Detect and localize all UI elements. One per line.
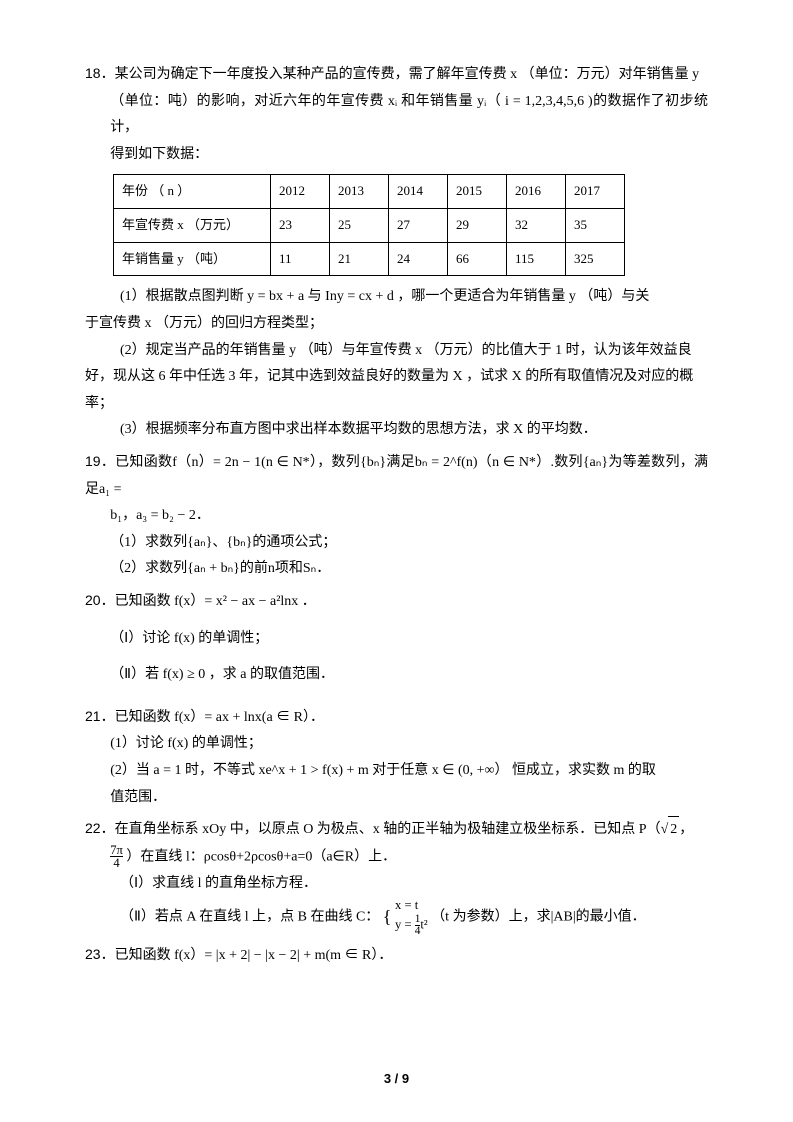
table-cell: 21 (330, 242, 389, 276)
question-22: 22．在直角坐标系 xOy 中，以原点 O 为极点、x 轴的正半轴为极轴建立极坐… (85, 815, 708, 937)
left-brace: { (383, 907, 392, 927)
sqrt-expr: 2 (661, 816, 680, 844)
q22-line-2: 7π4 ）在直线 l：ρcosθ+2ρcosθ+a=0（a∈R）上． (85, 844, 708, 871)
q22-p2b: （t 为参数）上，求|AB|的最小值． (431, 909, 645, 924)
page-container: 18．某公司为确定下一年度投入某种产品的宣传费，需了解年宣传费 x （单位：万元… (0, 0, 793, 1122)
table-cell: 24 (389, 242, 448, 276)
q18-intro-3: 得到如下数据： (85, 142, 708, 169)
q18-line-1: 18．某公司为确定下一年度投入某种产品的宣传费，需了解年宣传费 x （单位：万元… (85, 60, 708, 89)
q22-l1a: 在直角坐标系 xOy 中，以原点 O 为极点、x 轴的正半轴为极轴建立极坐标系．… (115, 822, 661, 837)
table-cell: 年份 （ n ） (114, 175, 271, 209)
q22-number: 22． (85, 820, 115, 836)
piece-1: x = t (395, 897, 428, 913)
frac-den: 4 (110, 856, 123, 870)
question-19: 19．已知函数f（n）= 2n − 1(n ∈ N*），数列{bₙ}满足bₙ =… (85, 448, 708, 583)
q21-number: 21． (85, 708, 115, 724)
q20-p2: （Ⅱ）若 f(x) ≥ 0 ，求 a 的取值范围． (85, 662, 708, 689)
question-20: 20．已知函数 f(x）= x² − ax − a²lnx ． （Ⅰ）讨论 f(… (85, 587, 708, 689)
q23-l1: 已知函数 f(x）= |x + 2| − |x − 2| + m(m ∈ R）． (115, 948, 393, 963)
question-18: 18．某公司为确定下一年度投入某种产品的宣传费，需了解年宣传费 x （单位：万元… (85, 60, 708, 444)
q20-p1: （Ⅰ）讨论 f(x) 的单调性； (85, 626, 708, 653)
table-cell: 23 (271, 209, 330, 243)
q20-number: 20． (85, 592, 115, 608)
q23-number: 23． (85, 946, 115, 962)
q18-part3: (3）根据频率分布直方图中求出样本数据平均数的思想方法，求 X 的平均数． (85, 417, 708, 444)
table-cell: 年销售量 y （吨） (114, 242, 271, 276)
page-number: 3 / 9 (0, 1067, 793, 1092)
question-23: 23．已知函数 f(x）= |x + 2| − |x − 2| + m(m ∈ … (85, 941, 708, 970)
table-cell: 35 (566, 209, 625, 243)
q20-l1: 已知函数 f(x）= x² − ax − a²lnx ． (115, 594, 316, 609)
table-row: 年销售量 y （吨） 11 21 24 66 115 325 (114, 242, 625, 276)
spacer (85, 616, 708, 626)
q18-number: 18． (85, 65, 115, 81)
spacer (85, 693, 708, 703)
q18-part2-l2: 好，现从这 6 年中任选 3 年，记其中选到效益良好的数量为 X ，试求 X 的… (85, 364, 708, 391)
spacer (85, 652, 708, 662)
table-cell: 25 (330, 209, 389, 243)
q19-l2: b₁，a₃ = b₂ − 2． (85, 503, 708, 530)
q22-line-1: 22．在直角坐标系 xOy 中，以原点 O 为极点、x 轴的正半轴为极轴建立极坐… (85, 815, 708, 844)
q18-part1-l1: (1）根据散点图判断 y = bx + a 与 Iny = cx + d ，哪一… (85, 284, 708, 311)
q21-line-1: 21．已知函数 f(x）= ax + lnx(a ∈ R）． (85, 703, 708, 732)
q21-p2-l1: (2）当 a = 1 时，不等式 xe^x + 1 > f(x) + m 对于任… (85, 758, 708, 785)
question-21: 21．已知函数 f(x）= ax + lnx(a ∈ R）． (1）讨论 f(x… (85, 703, 708, 811)
frac-num: 7π (110, 844, 123, 857)
table-row: 年宣传费 x （万元） 23 25 27 29 32 35 (114, 209, 625, 243)
table-cell: 年宣传费 x （万元） (114, 209, 271, 243)
table-cell: 2014 (389, 175, 448, 209)
table-cell: 32 (507, 209, 566, 243)
q23-line-1: 23．已知函数 f(x）= |x + 2| − |x − 2| + m(m ∈ … (85, 941, 708, 970)
q21-l1: 已知函数 f(x）= ax + lnx(a ∈ R）． (115, 710, 324, 725)
table-cell: 2015 (448, 175, 507, 209)
q19-l1: 已知函数f（n）= 2n − 1(n ∈ N*），数列{bₙ}满足bₙ = 2^… (85, 455, 708, 497)
q22-p1: （Ⅰ）求直线 l 的直角坐标方程． (85, 871, 708, 898)
q19-p2: （2）求数列{aₙ + bₙ}的前n项和Sₙ． (85, 556, 708, 583)
sqrt-radicand: 2 (668, 816, 679, 844)
piece-2: y = 14t² (395, 914, 428, 938)
table-cell: 29 (448, 209, 507, 243)
table-cell: 2012 (271, 175, 330, 209)
fraction-7pi-4: 7π4 (110, 844, 123, 870)
q19-p1: （1）求数列{aₙ}、{bₙ}的通项公式； (85, 530, 708, 557)
q18-part2-l1: (2）规定当产品的年销售量 y （吨）与年宣传费 x （万元）的比值大于 1 时… (85, 338, 708, 365)
table-cell: 2016 (507, 175, 566, 209)
table-cell: 325 (566, 242, 625, 276)
table-cell: 66 (448, 242, 507, 276)
table-row: 年份 （ n ） 2012 2013 2014 2015 2016 2017 (114, 175, 625, 209)
q22-p2a: （Ⅱ）若点 A 在直线 l 上，点 B 在曲线 C： (120, 909, 379, 924)
q20-line-1: 20．已知函数 f(x）= x² − ax − a²lnx ． (85, 587, 708, 616)
q21-p1: (1）讨论 f(x) 的单调性； (85, 731, 708, 758)
q19-line-1: 19．已知函数f（n）= 2n − 1(n ∈ N*），数列{bₙ}满足bₙ =… (85, 448, 708, 503)
table-cell: 2013 (330, 175, 389, 209)
q18-data-table: 年份 （ n ） 2012 2013 2014 2015 2016 2017 年… (113, 174, 625, 276)
q22-l1b: ， (679, 822, 693, 837)
piece2-a: y = (395, 917, 415, 931)
q18-intro-1: 某公司为确定下一年度投入某种产品的宣传费，需了解年宣传费 x （单位：万元）对年… (115, 67, 700, 82)
q22-l2a: ）在直线 l：ρcosθ+2ρcosθ+a=0（a∈R）上． (126, 849, 396, 864)
piece2-b: t² (420, 917, 427, 931)
q19-number: 19． (85, 453, 115, 469)
table-cell: 115 (507, 242, 566, 276)
q18-part1-l2: 于宣传费 x （万元）的回归方程类型； (85, 311, 708, 338)
table-cell: 27 (389, 209, 448, 243)
piecewise-system: x = t y = 14t² (395, 897, 428, 937)
q18-intro-2: （单位：吨）的影响，对近六年的年宣传费 xᵢ 和年销售量 yᵢ（ i = 1,2… (85, 89, 708, 142)
q18-part2-l3: 率； (85, 391, 708, 418)
table-cell: 2017 (566, 175, 625, 209)
q22-p2: （Ⅱ）若点 A 在直线 l 上，点 B 在曲线 C： { x = t y = 1… (85, 897, 708, 937)
q21-p2-l2: 值范围． (85, 785, 708, 812)
table-cell: 11 (271, 242, 330, 276)
